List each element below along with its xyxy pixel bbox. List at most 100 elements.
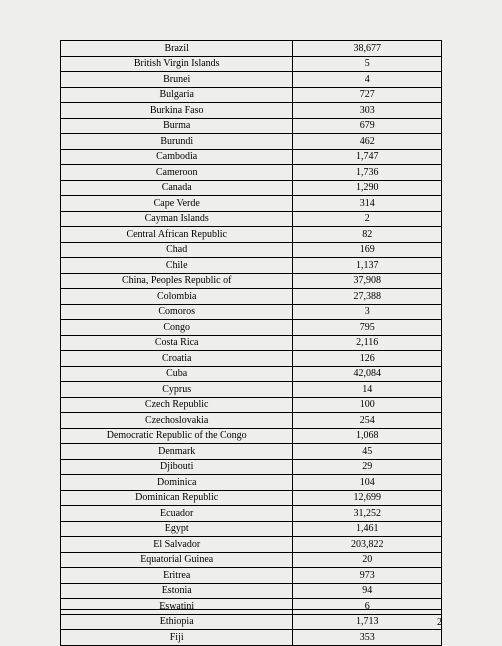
country-cell: Equatorial Guinea [61, 552, 293, 568]
table-row: Bulgaria727 [61, 87, 442, 103]
country-cell: Dominica [61, 475, 293, 491]
table-row: Egypt1,461 [61, 521, 442, 537]
value-cell: 1,290 [293, 180, 442, 196]
value-cell: 314 [293, 196, 442, 212]
table-row: Costa Rica2,116 [61, 335, 442, 351]
value-cell: 82 [293, 227, 442, 243]
country-cell: Croatia [61, 351, 293, 367]
country-cell: Brunei [61, 72, 293, 88]
country-cell: Cuba [61, 366, 293, 382]
country-cell: Comoros [61, 304, 293, 320]
country-cell: Chile [61, 258, 293, 274]
country-cell: Burma [61, 118, 293, 134]
country-cell: Cayman Islands [61, 211, 293, 227]
country-cell: Egypt [61, 521, 293, 537]
value-cell: 2,116 [293, 335, 442, 351]
data-table: Brazil38,677British Virgin Islands5Brune… [60, 40, 442, 646]
table-row: Ethiopia1,713 [61, 614, 442, 630]
value-cell: 5 [293, 56, 442, 72]
country-cell: Dominican Republic [61, 490, 293, 506]
value-cell: 37,908 [293, 273, 442, 289]
value-cell: 14 [293, 382, 442, 398]
table-row: Czech Republic100 [61, 397, 442, 413]
table-row: British Virgin Islands5 [61, 56, 442, 72]
table-row: Canada1,290 [61, 180, 442, 196]
country-cell: El Salvador [61, 537, 293, 553]
table-row: Equatorial Guinea20 [61, 552, 442, 568]
country-cell: Burundi [61, 134, 293, 150]
country-cell: Brazil [61, 41, 293, 57]
table-row: Cayman Islands2 [61, 211, 442, 227]
table-row: Eswatini6 [61, 599, 442, 615]
table-row: China, Peoples Republic of37,908 [61, 273, 442, 289]
value-cell: 795 [293, 320, 442, 336]
country-cell: Congo [61, 320, 293, 336]
table-row: Denmark45 [61, 444, 442, 460]
table-row: Brazil38,677 [61, 41, 442, 57]
table-row: Estonia94 [61, 583, 442, 599]
value-cell: 169 [293, 242, 442, 258]
value-cell: 45 [293, 444, 442, 460]
value-cell: 12,699 [293, 490, 442, 506]
country-cell: Fiji [61, 630, 293, 646]
country-cell: Democratic Republic of the Congo [61, 428, 293, 444]
value-cell: 104 [293, 475, 442, 491]
table-body: Brazil38,677British Virgin Islands5Brune… [61, 41, 442, 646]
table-row: Burma679 [61, 118, 442, 134]
value-cell: 2 [293, 211, 442, 227]
table-row: Burundi462 [61, 134, 442, 150]
value-cell: 1,461 [293, 521, 442, 537]
table-row: Cuba42,084 [61, 366, 442, 382]
value-cell: 100 [293, 397, 442, 413]
value-cell: 679 [293, 118, 442, 134]
country-cell: Cameroon [61, 165, 293, 181]
table-row: Central African Republic82 [61, 227, 442, 243]
table-row: Czechoslovakia254 [61, 413, 442, 429]
value-cell: 94 [293, 583, 442, 599]
table-row: Croatia126 [61, 351, 442, 367]
table-row: Djibouti29 [61, 459, 442, 475]
country-cell: Central African Republic [61, 227, 293, 243]
table-row: Burkina Faso303 [61, 103, 442, 119]
country-cell: Cape Verde [61, 196, 293, 212]
value-cell: 126 [293, 351, 442, 367]
country-cell: Canada [61, 180, 293, 196]
country-cell: Czechoslovakia [61, 413, 293, 429]
value-cell: 1,137 [293, 258, 442, 274]
document-page: Brazil38,677British Virgin Islands5Brune… [0, 0, 502, 640]
value-cell: 303 [293, 103, 442, 119]
table-row: Dominica104 [61, 475, 442, 491]
country-cell: Eswatini [61, 599, 293, 615]
country-cell: Colombia [61, 289, 293, 305]
value-cell: 27,388 [293, 289, 442, 305]
value-cell: 462 [293, 134, 442, 150]
footer-rule [60, 609, 442, 610]
value-cell: 1,736 [293, 165, 442, 181]
table-row: Colombia27,388 [61, 289, 442, 305]
value-cell: 3 [293, 304, 442, 320]
country-cell: Djibouti [61, 459, 293, 475]
value-cell: 203,822 [293, 537, 442, 553]
value-cell: 6 [293, 599, 442, 615]
table-row: Comoros3 [61, 304, 442, 320]
table-row: Dominican Republic12,699 [61, 490, 442, 506]
country-cell: Burkina Faso [61, 103, 293, 119]
value-cell: 1,747 [293, 149, 442, 165]
table-row: Fiji353 [61, 630, 442, 646]
table-row: Cameroon1,736 [61, 165, 442, 181]
country-cell: Ethiopia [61, 614, 293, 630]
country-cell: Czech Republic [61, 397, 293, 413]
country-cell: Cyprus [61, 382, 293, 398]
value-cell: 20 [293, 552, 442, 568]
country-cell: Cambodia [61, 149, 293, 165]
table-row: Cambodia1,747 [61, 149, 442, 165]
table-row: Congo795 [61, 320, 442, 336]
value-cell: 254 [293, 413, 442, 429]
country-cell: Bulgaria [61, 87, 293, 103]
table-row: Chad169 [61, 242, 442, 258]
value-cell: 1,713 [293, 614, 442, 630]
country-cell: Ecuador [61, 506, 293, 522]
value-cell: 973 [293, 568, 442, 584]
value-cell: 29 [293, 459, 442, 475]
country-cell: Estonia [61, 583, 293, 599]
